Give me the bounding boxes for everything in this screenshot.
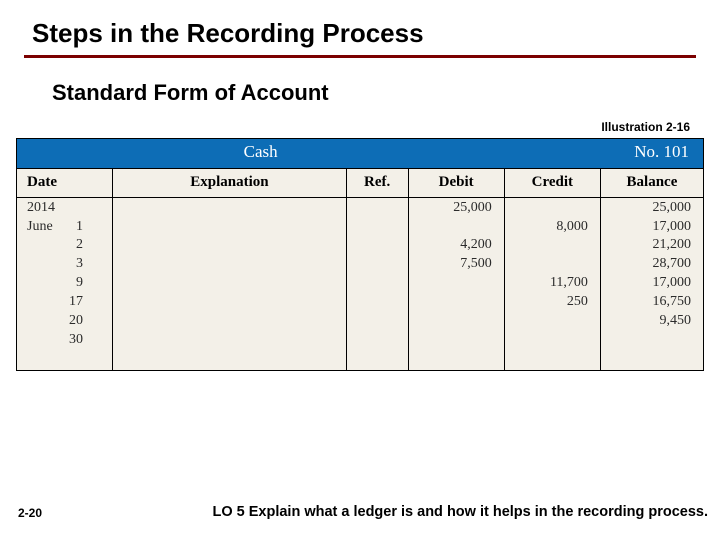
- page-title: Steps in the Recording Process: [32, 18, 692, 49]
- ledger-debit-value: [415, 293, 492, 312]
- ledger-date-line: June1: [27, 218, 100, 237]
- ledger-day: 9: [65, 274, 83, 293]
- ledger-balance-value: 9,450: [607, 312, 691, 331]
- ledger-year: 2014: [27, 199, 100, 218]
- ledger-ref-cell: [346, 197, 408, 370]
- ledger-month: June: [27, 218, 65, 237]
- ledger-debit-value: 4,200: [415, 236, 492, 255]
- ledger-explanation-value: [119, 274, 334, 293]
- ledger-explanation-value: [119, 255, 334, 274]
- ledger-ref-value: [353, 218, 396, 237]
- ledger-debit-value: [415, 312, 492, 331]
- ledger-debit-value: 7,500: [415, 255, 492, 274]
- ledger-balance-value: 21,200: [607, 236, 691, 255]
- colhdr-debit: Debit: [408, 168, 504, 197]
- ledger-date-cell: 2014June1239172030: [17, 197, 113, 370]
- ledger-column-headers: Date Explanation Ref. Debit Credit Balan…: [17, 168, 704, 197]
- ledger-ref-value: [353, 236, 396, 255]
- ledger-date-line: 30: [27, 331, 100, 350]
- ledger-blank-line: [511, 331, 588, 350]
- ledger-table: Cash No. 101 Date Explanation Ref. Debit…: [16, 138, 704, 371]
- subtitle: Standard Form of Account: [52, 80, 692, 106]
- ledger-day: 3: [65, 255, 83, 274]
- ledger-date-line: 20: [27, 312, 100, 331]
- ledger-credit-value: [511, 312, 588, 331]
- illustration-label: Illustration 2-16: [28, 120, 690, 134]
- ledger-day: 20: [65, 312, 83, 331]
- ledger-blank-line: [415, 331, 492, 350]
- ledger-credit-value: [511, 236, 588, 255]
- ledger-explanation-value: [119, 312, 334, 331]
- ledger-date-line: 2: [27, 236, 100, 255]
- ledger-credit-value: [511, 199, 588, 218]
- ledger-credit-value: 8,000: [511, 218, 588, 237]
- ledger-blank-line: [27, 350, 100, 369]
- ledger-day: 1: [65, 218, 83, 237]
- ledger-explanation-value: [119, 293, 334, 312]
- ledger-explanation-value: [119, 218, 334, 237]
- ledger-ref-value: [353, 199, 396, 218]
- colhdr-ref: Ref.: [346, 168, 408, 197]
- ledger-date-line: 17: [27, 293, 100, 312]
- ledger-balance-value: 28,700: [607, 255, 691, 274]
- ledger-account-number: No. 101: [504, 139, 703, 169]
- ledger-container: Cash No. 101 Date Explanation Ref. Debit…: [16, 138, 704, 371]
- ledger-date-line: 3: [27, 255, 100, 274]
- ledger-blank-line: [607, 331, 691, 350]
- ledger-credit-value: [511, 255, 588, 274]
- ledger-ref-value: [353, 312, 396, 331]
- ledger-explanation-value: [119, 236, 334, 255]
- ledger-account-name: Cash: [17, 139, 505, 169]
- ledger-balance-value: 25,000: [607, 199, 691, 218]
- slide-footer: 2-20 LO 5 Explain what a ledger is and h…: [0, 502, 720, 520]
- ledger-day: 2: [65, 236, 83, 255]
- learning-objective: LO 5 Explain what a ledger is and how it…: [212, 504, 708, 520]
- ledger-debit-value: [415, 274, 492, 293]
- ledger-blank-line: [353, 331, 396, 350]
- ledger-credit-value: 11,700: [511, 274, 588, 293]
- ledger-credit-cell: 8,000 11,700250: [504, 197, 600, 370]
- ledger-debit-value: [415, 218, 492, 237]
- colhdr-date: Date: [17, 168, 113, 197]
- ledger-blank-line: [119, 331, 334, 350]
- page-number: 2-20: [18, 506, 42, 520]
- ledger-header-band: Cash No. 101: [17, 139, 704, 169]
- ledger-body-row: 2014June1239172030 25,000 4,2007,500 8,0…: [17, 197, 704, 370]
- ledger-debit-cell: 25,000 4,2007,500: [408, 197, 504, 370]
- ledger-balance-value: 17,000: [607, 274, 691, 293]
- ledger-ref-value: [353, 293, 396, 312]
- title-rule: [24, 55, 696, 58]
- ledger-explanation-cell: [113, 197, 347, 370]
- colhdr-credit: Credit: [504, 168, 600, 197]
- ledger-day: 17: [65, 293, 83, 312]
- slide: Steps in the Recording Process Standard …: [0, 0, 720, 540]
- ledger-ref-value: [353, 274, 396, 293]
- ledger-balance-value: 16,750: [607, 293, 691, 312]
- ledger-date-line: 9: [27, 274, 100, 293]
- ledger-balance-cell: 25,00017,00021,20028,70017,00016,7509,45…: [600, 197, 703, 370]
- ledger-credit-value: 250: [511, 293, 588, 312]
- ledger-day: 30: [65, 331, 83, 350]
- ledger-explanation-value: [119, 199, 334, 218]
- colhdr-explanation: Explanation: [113, 168, 347, 197]
- colhdr-balance: Balance: [600, 168, 703, 197]
- ledger-balance-value: 17,000: [607, 218, 691, 237]
- ledger-debit-value: 25,000: [415, 199, 492, 218]
- ledger-ref-value: [353, 255, 396, 274]
